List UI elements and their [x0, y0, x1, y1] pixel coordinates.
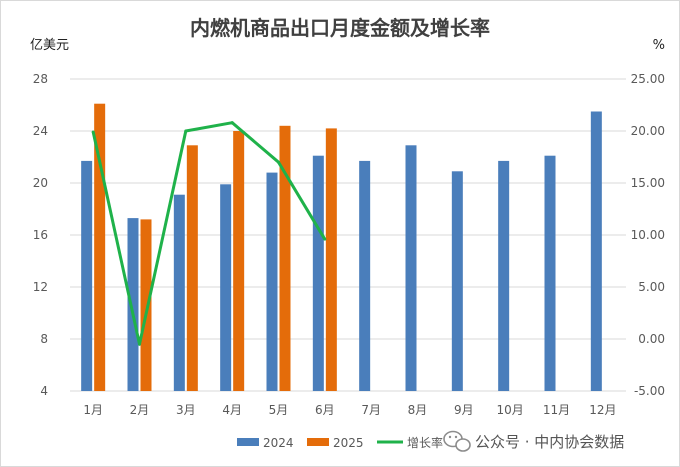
y-right-tick-label: 25.00: [631, 72, 665, 86]
bars: [81, 103, 602, 392]
legend-label: 增长率: [407, 435, 443, 450]
y-left-tick-label: 8: [40, 332, 48, 346]
x-tick-label: 8月: [408, 403, 428, 417]
y-left-tick-label: 20: [33, 176, 48, 190]
bar-2025-2月: [140, 219, 152, 391]
y-right-tick-label: 20.00: [631, 124, 665, 138]
legend-label: 2025: [333, 436, 364, 450]
gridlines: [70, 78, 626, 392]
x-tick-label: 7月: [361, 403, 381, 417]
x-tick-label: 6月: [315, 403, 335, 417]
x-tick-label: 2月: [130, 403, 150, 417]
line-point: [230, 121, 234, 125]
y-left-unit: 亿美元: [30, 38, 69, 53]
line-point: [138, 342, 141, 346]
bar-2024-8月: [405, 145, 417, 391]
line-series-growth-rate: [91, 121, 327, 346]
bar-2024-11月: [544, 155, 556, 391]
bar-2025-6月: [325, 128, 337, 391]
growth-line: [91, 121, 327, 346]
bar-2024-10月: [498, 160, 510, 391]
bar-2025-3月: [186, 145, 198, 391]
x-tick-label: 3月: [176, 403, 196, 417]
y-left-tick-label: 16: [33, 228, 48, 242]
chart-title: 内燃机商品出口月度金额及增长率: [190, 16, 490, 40]
x-tick-label: 11月: [543, 403, 570, 417]
y-right-tick-label: 15.00: [631, 176, 665, 190]
y-right-tick-label: -5.00: [634, 384, 665, 398]
y-right-tick-label: 10.00: [631, 228, 665, 242]
bar-2024-4月: [220, 184, 232, 391]
y-left-tick-label: 28: [33, 72, 48, 86]
y-left-tick-label: 12: [33, 280, 48, 294]
bar-2024-7月: [359, 160, 371, 391]
axis-labels: 4 8 12 16 20 24 28 -5.00 0.00 5.00 10.00 15.00 20.00…: [33, 72, 665, 417]
legend-swatch-2025: [307, 438, 329, 446]
y-right-tick-label: 5.00: [638, 280, 665, 294]
bar-2024-1月: [81, 160, 93, 391]
x-tick-label: 5月: [269, 403, 289, 417]
line-point: [323, 237, 327, 241]
y-left-tick-label: 4: [40, 384, 48, 398]
bar-2024-6月: [312, 155, 324, 391]
y-right-unit: %: [653, 38, 665, 53]
bar-2025-1月: [94, 103, 106, 391]
legend: 2024 2025 增长率: [237, 435, 443, 450]
x-tick-label: 4月: [222, 403, 242, 417]
y-right-tick-label: 0.00: [638, 332, 665, 346]
bar-2024-5月: [266, 172, 278, 391]
line-point: [91, 130, 95, 134]
x-tick-label: 9月: [454, 403, 474, 417]
bar-2024-12月: [590, 111, 602, 391]
line-point: [277, 160, 280, 164]
legend-label: 2024: [263, 436, 294, 450]
x-tick-label: 12月: [589, 403, 616, 417]
watermark-text: 公众号 · 中内协会数据: [475, 433, 624, 451]
bar-2025-5月: [279, 125, 291, 392]
line-point: [184, 129, 188, 133]
watermark: 公众号 · 中内协会数据: [443, 430, 624, 452]
bar-2025-4月: [233, 131, 245, 391]
bar-2024-2月: [127, 218, 139, 391]
x-tick-label: 10月: [497, 403, 524, 417]
x-tick-label: 1月: [83, 403, 103, 417]
bar-2024-3月: [173, 194, 185, 391]
wechat-icon: [443, 430, 471, 452]
bar-2024-9月: [451, 171, 463, 391]
legend-swatch-2024: [237, 438, 259, 446]
y-left-tick-label: 24: [33, 124, 48, 138]
